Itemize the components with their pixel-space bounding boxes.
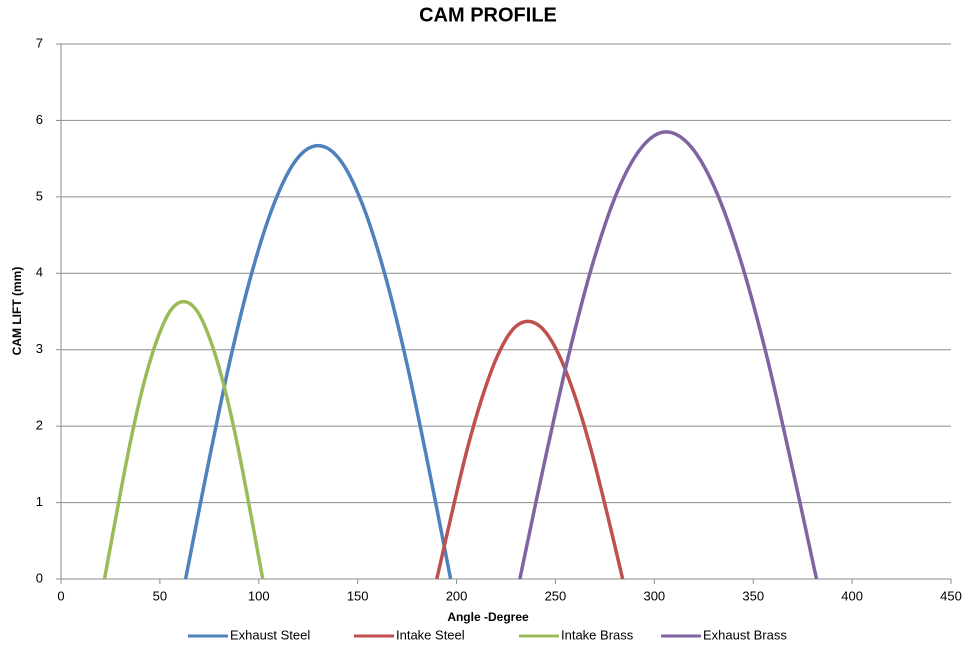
x-tick-label: 300 (643, 588, 665, 603)
y-axis-title: CAM LIFT (mm) (10, 267, 24, 356)
legend-label: Intake Brass (561, 627, 634, 642)
legend-label: Exhaust Steel (230, 627, 310, 642)
x-tick-label: 100 (248, 588, 270, 603)
y-tick-label: 7 (36, 35, 43, 50)
x-axis-title: Angle -Degree (447, 610, 529, 624)
y-tick-label: 0 (36, 570, 43, 585)
x-tick-label: 350 (742, 588, 764, 603)
x-tick-label: 200 (446, 588, 468, 603)
line-series (518, 130, 819, 580)
legend-label: Intake Steel (396, 627, 465, 642)
y-tick-label: 1 (36, 494, 43, 509)
x-tick-label: 0 (57, 588, 64, 603)
y-tick-label: 5 (36, 188, 43, 203)
x-tick-label: 150 (347, 588, 369, 603)
y-tick-label: 6 (36, 112, 43, 127)
legend-label: Exhaust Brass (703, 627, 787, 642)
y-tick-label: 2 (36, 418, 43, 433)
y-tick-label: 3 (36, 341, 43, 356)
x-tick-label: 50 (153, 588, 167, 603)
chart-title: CAM PROFILE (419, 4, 557, 26)
line-series (183, 143, 453, 580)
x-tick-label: 400 (841, 588, 863, 603)
x-tick-label: 450 (940, 588, 962, 603)
line-series (102, 299, 265, 580)
x-tick-label: 250 (545, 588, 567, 603)
y-tick-label: 4 (36, 265, 43, 280)
line-series (435, 319, 625, 580)
